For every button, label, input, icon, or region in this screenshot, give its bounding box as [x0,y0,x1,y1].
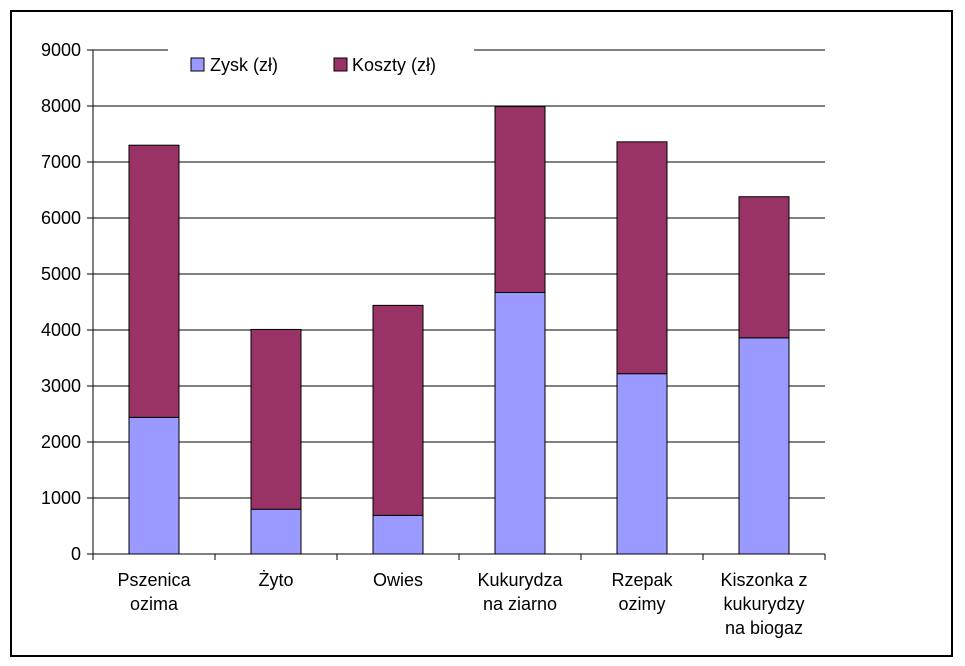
bar-zysk [738,337,790,555]
y-tick-label: 8000 [41,96,81,116]
bar-koszty [494,106,546,293]
category-label: Pszenica ozima [117,570,191,614]
y-tick-label: 1000 [41,488,81,508]
category-label: Owies [373,570,423,590]
bar-koszty [616,141,668,375]
bar-zysk [616,373,668,555]
y-tick-labels: 0 1000 2000 3000 4000 5000 6000 7000 8000 9000 [41,40,81,564]
category-label: Żyto [258,570,293,590]
bar-zysk [494,291,546,555]
y-tick-label: 6000 [41,208,81,228]
axes [87,49,826,560]
legend-label: Zysk (zł) [210,55,278,75]
bar-koszty [372,304,424,516]
bar-koszty [128,144,180,418]
category-labels: Pszenica ozima Żyto Owies Kukurydza na ziarno… [117,570,807,638]
y-tick-label: 7000 [41,152,81,172]
bar-zysk [372,514,424,555]
y-tick-label: 4000 [41,320,81,340]
category-label: Kukurydza na ziarno [477,570,563,614]
y-tick-label: 3000 [41,376,81,396]
legend: Zysk (zł) Koszty (zł) [168,38,474,80]
bars [128,106,790,555]
gridlines [93,49,825,499]
legend-swatch [190,57,205,72]
y-tick-label: 5000 [41,264,81,284]
y-tick-label: 9000 [41,40,81,60]
category-label: Kiszonka z kukurydzy na biogaz [720,570,807,638]
bar-zysk [250,508,302,555]
legend-label: Koszty (zł) [352,55,436,75]
bar-koszty [250,328,302,510]
category-label: Rzepak ozimy [611,570,673,614]
legend-swatch [333,57,348,72]
y-tick-label: 2000 [41,432,81,452]
bar-koszty [738,196,790,339]
legend-box [168,38,474,80]
y-tick-label: 0 [71,544,81,564]
bar-zysk [128,416,180,555]
